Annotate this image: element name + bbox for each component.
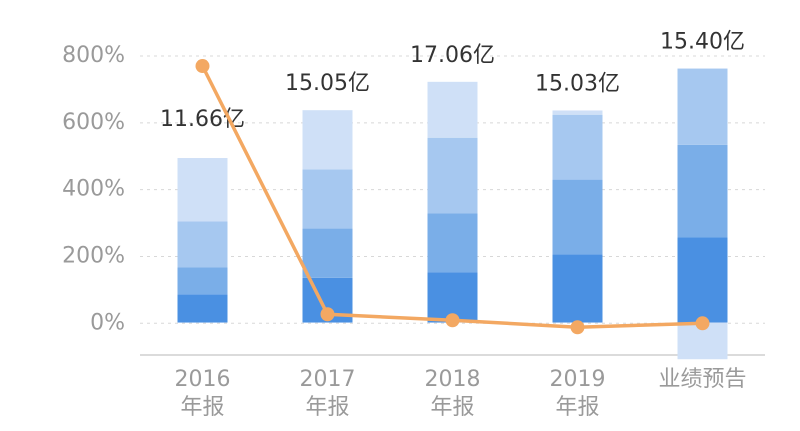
x-tick-label: 2017 — [300, 367, 356, 392]
line-point — [445, 313, 460, 328]
x-tick-label: 年报 — [430, 395, 474, 420]
bar-segment — [177, 158, 228, 222]
bar-segment — [427, 81, 478, 138]
x-tick-label: 2018 — [425, 367, 481, 392]
bar-segment — [552, 110, 603, 115]
line-point — [570, 320, 585, 335]
bar-segment — [177, 221, 228, 268]
bar-segment — [302, 228, 353, 278]
y-tick-label: 400% — [62, 177, 125, 202]
x-tick-label: 2016 — [175, 367, 231, 392]
bar-segment — [677, 68, 728, 145]
bar-segment — [427, 137, 478, 214]
bar-segment — [552, 254, 603, 323]
bar-segment — [552, 179, 603, 255]
total-label: 15.40亿 — [660, 30, 745, 55]
bar-segment — [302, 110, 353, 170]
total-label: 17.06亿 — [410, 43, 495, 68]
y-tick-label: 600% — [62, 110, 125, 135]
x-tick-label: 年报 — [555, 395, 599, 420]
line-point — [320, 307, 335, 322]
bar-segment — [677, 144, 728, 238]
bar-segment — [177, 267, 228, 295]
bar-segment — [552, 114, 603, 180]
bar-segment — [677, 237, 728, 323]
bar-segment — [302, 169, 353, 229]
line-point — [695, 316, 710, 331]
x-tick-label: 年报 — [305, 395, 349, 420]
x-tick-label: 业绩预告 — [658, 367, 746, 392]
line-point — [195, 59, 210, 74]
total-label: 15.05亿 — [285, 71, 370, 96]
x-tick-label: 年报 — [180, 395, 224, 420]
y-tick-label: 200% — [62, 243, 125, 268]
total-label: 15.03亿 — [535, 71, 620, 96]
bar-segment — [427, 213, 478, 273]
y-tick-label: 800% — [62, 43, 125, 68]
y-tick-label: 0% — [90, 310, 125, 335]
x-tick-label: 2019 — [550, 367, 606, 392]
bar-segment — [177, 294, 228, 323]
